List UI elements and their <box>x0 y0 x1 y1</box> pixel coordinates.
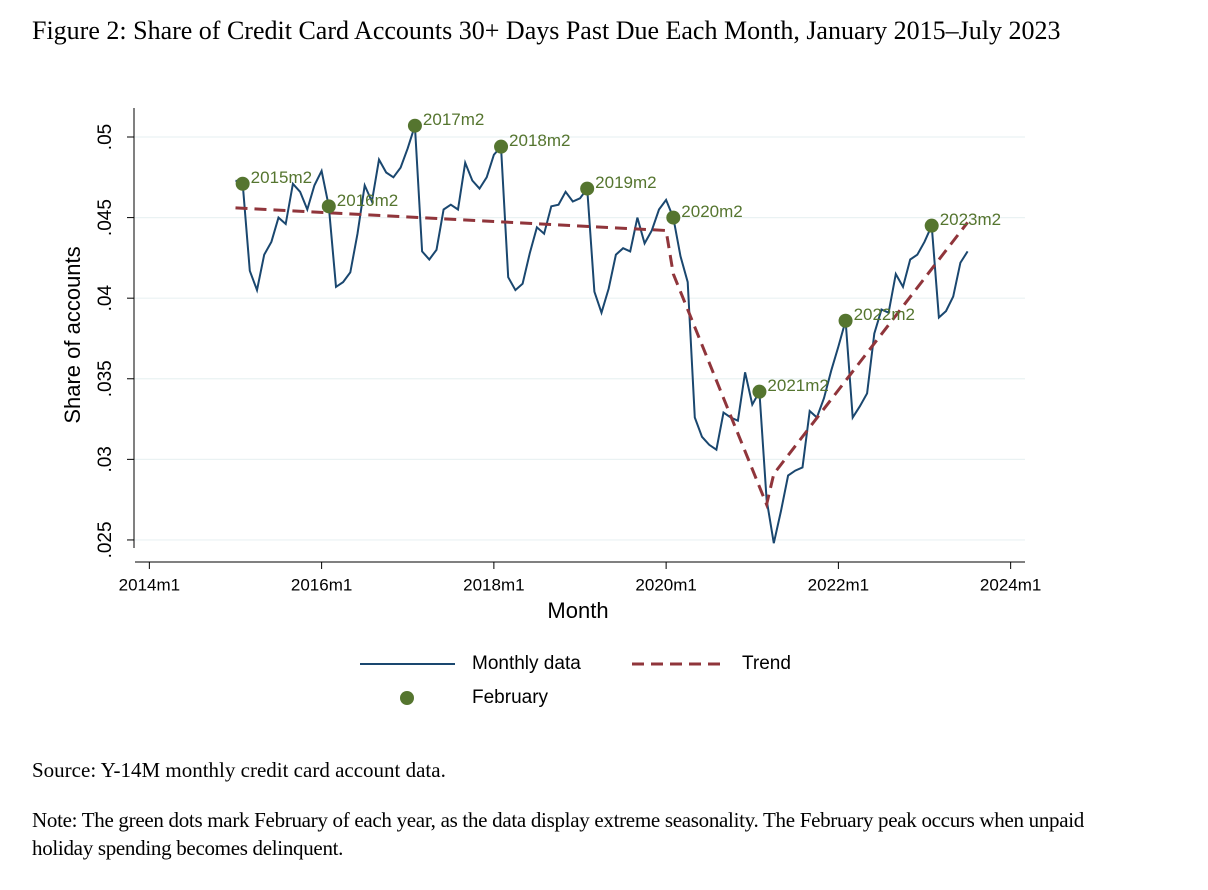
february-dot <box>924 218 939 233</box>
point-label: 2015m2 <box>251 168 312 187</box>
y-tick-label: .05 <box>95 124 116 150</box>
point-label: 2017m2 <box>423 110 484 129</box>
february-dot <box>407 118 422 133</box>
legend-marker <box>400 691 414 705</box>
point-label: 2022m2 <box>854 305 915 324</box>
point-label: 2016m2 <box>337 191 398 210</box>
y-tick-label: .035 <box>95 360 116 397</box>
figure-title: Figure 2: Share of Credit Card Accounts … <box>32 16 1061 45</box>
february-dot <box>580 181 595 196</box>
february-dot <box>321 199 336 214</box>
legend-label: February <box>472 687 549 708</box>
x-tick-label: 2020m1 <box>635 575 696 594</box>
february-dot <box>752 384 767 399</box>
chart: Month Share of accounts .025 .03 .035 .04 .0… <box>60 108 1041 708</box>
trend-line <box>235 206 969 510</box>
february-dot <box>494 139 509 154</box>
source-note: Source: Y-14M monthly credit card accoun… <box>32 758 446 782</box>
x-tick-label: 2018m1 <box>463 575 524 594</box>
x-tick-label: 2014m1 <box>119 575 180 594</box>
point-label: 2020m2 <box>681 202 742 221</box>
y-axis-label: Share of accounts <box>60 246 85 423</box>
x-tick-label: 2024m1 <box>980 575 1041 594</box>
legend-label: Trend <box>742 653 791 674</box>
february-dot <box>235 176 250 191</box>
legend-label: Monthly data <box>472 653 581 674</box>
x-axis-label: Month <box>547 598 608 623</box>
y-tick-label: .025 <box>95 521 116 558</box>
point-label: 2019m2 <box>595 173 656 192</box>
february-dot <box>666 210 681 225</box>
february-dot <box>838 313 853 328</box>
y-tick-label: .04 <box>95 285 116 312</box>
point-label: 2018m2 <box>509 131 570 150</box>
point-label: 2023m2 <box>940 210 1001 229</box>
note: Note: The green dots mark February of ea… <box>32 808 1084 860</box>
y-tick-label: .03 <box>95 446 116 472</box>
x-tick-label: 2016m1 <box>291 575 352 594</box>
point-label: 2021m2 <box>767 376 828 395</box>
x-tick-label: 2022m1 <box>808 575 869 594</box>
y-tick-label: .045 <box>95 199 116 236</box>
